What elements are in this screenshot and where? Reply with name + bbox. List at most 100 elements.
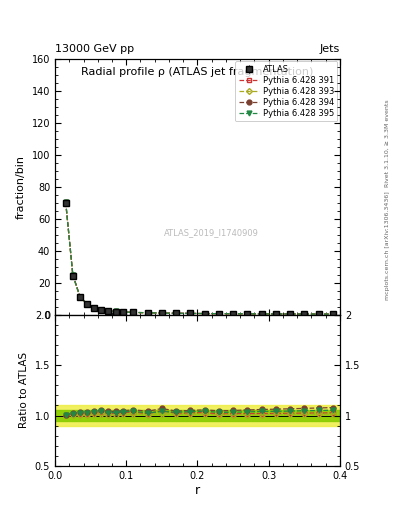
Pythia 6.428 391 xyxy=(331,311,335,317)
Pythia 6.428 391 xyxy=(316,311,321,317)
Pythia 6.428 393 xyxy=(113,308,118,314)
Y-axis label: Ratio to ATLAS: Ratio to ATLAS xyxy=(19,352,29,429)
Pythia 6.428 393 xyxy=(274,311,278,317)
Pythia 6.428 394 xyxy=(288,311,292,317)
Pythia 6.428 395 xyxy=(302,311,307,317)
Pythia 6.428 391 xyxy=(70,272,75,278)
Pythia 6.428 391 xyxy=(231,311,235,317)
Pythia 6.428 391 xyxy=(92,305,97,311)
Pythia 6.428 394 xyxy=(245,311,250,317)
Pythia 6.428 393 xyxy=(259,311,264,317)
Pythia 6.428 391 xyxy=(202,310,207,316)
Pythia 6.428 394 xyxy=(217,311,221,317)
Pythia 6.428 394 xyxy=(274,311,278,317)
Pythia 6.428 395 xyxy=(288,311,292,317)
Pythia 6.428 395 xyxy=(245,311,250,317)
Pythia 6.428 391 xyxy=(113,308,118,314)
Pythia 6.428 394 xyxy=(259,311,264,317)
Pythia 6.428 395 xyxy=(92,305,97,311)
Pythia 6.428 393 xyxy=(188,310,193,316)
Pythia 6.428 393 xyxy=(63,200,68,206)
Pythia 6.428 395 xyxy=(331,311,335,317)
Pythia 6.428 395 xyxy=(77,293,82,300)
Pythia 6.428 395 xyxy=(131,309,136,315)
Pythia 6.428 394 xyxy=(63,199,68,205)
Text: Radial profile ρ (ATLAS jet fragmentation): Radial profile ρ (ATLAS jet fragmentatio… xyxy=(81,67,314,77)
Pythia 6.428 393 xyxy=(70,272,75,279)
Pythia 6.428 394 xyxy=(145,310,150,316)
Pythia 6.428 394 xyxy=(331,311,335,317)
Text: Jets: Jets xyxy=(320,44,340,54)
Line: Pythia 6.428 393: Pythia 6.428 393 xyxy=(64,201,335,316)
Pythia 6.428 394 xyxy=(131,309,136,315)
Line: Pythia 6.428 395: Pythia 6.428 395 xyxy=(63,200,335,316)
Pythia 6.428 394 xyxy=(120,309,125,315)
Pythia 6.428 391 xyxy=(160,310,164,316)
Pythia 6.428 395 xyxy=(70,272,75,278)
Pythia 6.428 395 xyxy=(63,199,68,205)
Pythia 6.428 393 xyxy=(106,308,111,314)
Pythia 6.428 395 xyxy=(160,310,164,316)
Pythia 6.428 391 xyxy=(259,311,264,317)
Text: 13000 GeV pp: 13000 GeV pp xyxy=(55,44,134,54)
Pythia 6.428 393 xyxy=(77,294,82,300)
Pythia 6.428 393 xyxy=(202,310,207,316)
Pythia 6.428 393 xyxy=(85,301,90,307)
Pythia 6.428 393 xyxy=(120,309,125,315)
Pythia 6.428 395 xyxy=(259,311,264,317)
Pythia 6.428 394 xyxy=(202,310,207,316)
Pythia 6.428 395 xyxy=(217,311,221,317)
Pythia 6.428 394 xyxy=(113,308,118,314)
Pythia 6.428 391 xyxy=(288,311,292,317)
Pythia 6.428 395 xyxy=(85,301,90,307)
Pythia 6.428 395 xyxy=(145,310,150,316)
Pythia 6.428 393 xyxy=(131,309,136,315)
Pythia 6.428 393 xyxy=(245,311,250,317)
Pythia 6.428 393 xyxy=(302,311,307,317)
Legend: ATLAS, Pythia 6.428 391, Pythia 6.428 393, Pythia 6.428 394, Pythia 6.428 395: ATLAS, Pythia 6.428 391, Pythia 6.428 39… xyxy=(235,61,338,121)
Pythia 6.428 395 xyxy=(174,310,178,316)
Pythia 6.428 394 xyxy=(231,311,235,317)
Pythia 6.428 394 xyxy=(316,311,321,317)
Pythia 6.428 393 xyxy=(217,311,221,317)
Pythia 6.428 391 xyxy=(274,311,278,317)
Pythia 6.428 393 xyxy=(331,311,335,317)
Pythia 6.428 394 xyxy=(85,301,90,307)
Text: ATLAS_2019_I1740909: ATLAS_2019_I1740909 xyxy=(164,228,259,238)
X-axis label: r: r xyxy=(195,483,200,497)
Y-axis label: fraction/bin: fraction/bin xyxy=(16,155,26,219)
Pythia 6.428 394 xyxy=(106,308,111,314)
Pythia 6.428 391 xyxy=(120,309,125,315)
Pythia 6.428 393 xyxy=(231,311,235,317)
Pythia 6.428 393 xyxy=(92,305,97,311)
Pythia 6.428 393 xyxy=(99,307,104,313)
Pythia 6.428 394 xyxy=(99,307,104,313)
Pythia 6.428 394 xyxy=(174,310,178,316)
Pythia 6.428 395 xyxy=(120,309,125,315)
Pythia 6.428 394 xyxy=(77,293,82,300)
Pythia 6.428 391 xyxy=(188,310,193,316)
Pythia 6.428 395 xyxy=(113,308,118,314)
Pythia 6.428 391 xyxy=(99,307,104,313)
Pythia 6.428 394 xyxy=(188,310,193,316)
Pythia 6.428 395 xyxy=(202,310,207,316)
Pythia 6.428 395 xyxy=(106,308,111,314)
Pythia 6.428 395 xyxy=(231,311,235,317)
Pythia 6.428 391 xyxy=(77,294,82,300)
Pythia 6.428 395 xyxy=(316,311,321,317)
Pythia 6.428 394 xyxy=(92,305,97,311)
Pythia 6.428 391 xyxy=(245,311,250,317)
Line: Pythia 6.428 394: Pythia 6.428 394 xyxy=(63,200,335,316)
Pythia 6.428 395 xyxy=(274,311,278,317)
Pythia 6.428 393 xyxy=(288,311,292,317)
Pythia 6.428 393 xyxy=(174,310,178,316)
Pythia 6.428 395 xyxy=(188,310,193,316)
Pythia 6.428 394 xyxy=(70,271,75,278)
Pythia 6.428 395 xyxy=(99,307,104,313)
Text: Rivet 3.1.10, ≥ 3.3M events: Rivet 3.1.10, ≥ 3.3M events xyxy=(385,99,389,187)
Pythia 6.428 391 xyxy=(131,309,136,315)
Text: mcplots.cern.ch [arXiv:1306.3436]: mcplots.cern.ch [arXiv:1306.3436] xyxy=(385,191,389,300)
Pythia 6.428 391 xyxy=(302,311,307,317)
Pythia 6.428 391 xyxy=(174,310,178,316)
Pythia 6.428 391 xyxy=(85,301,90,307)
